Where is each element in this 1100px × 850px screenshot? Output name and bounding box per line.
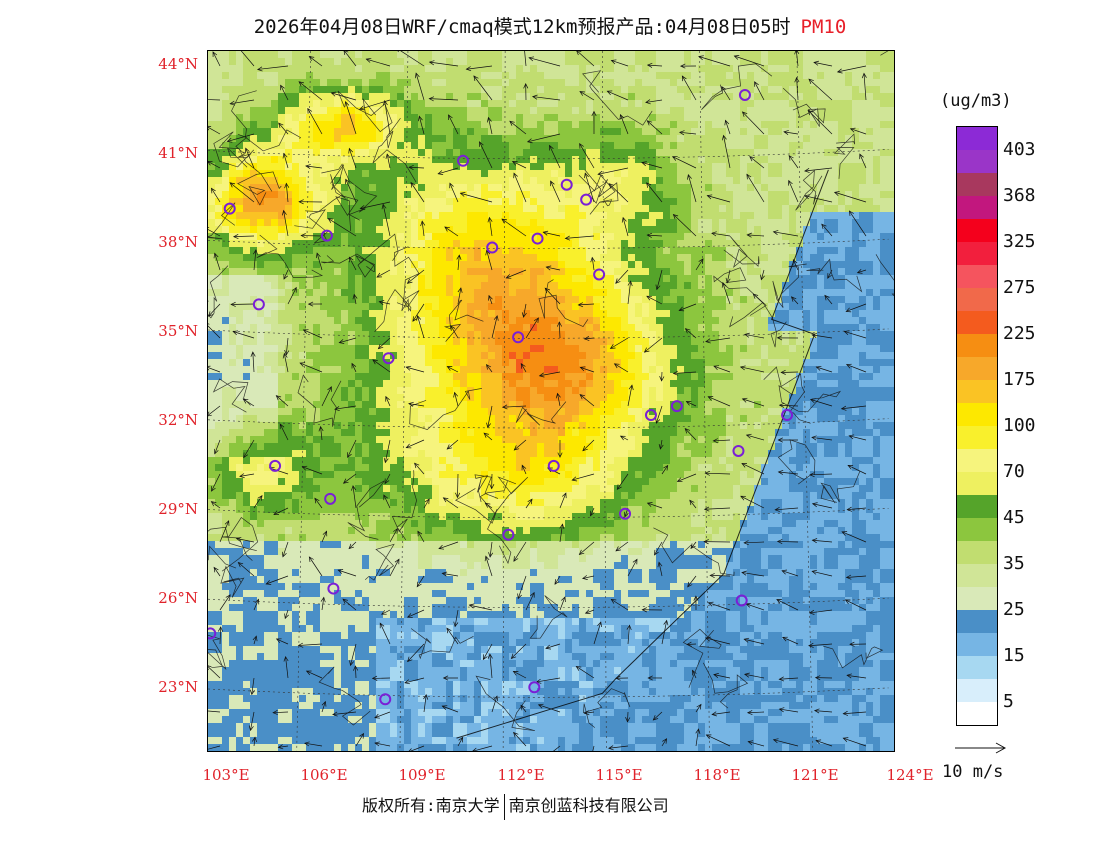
legend-swatch: [957, 219, 997, 242]
lat-label-23: 23°N: [158, 678, 198, 696]
company-text: 南京创蓝科技有限公司: [508, 796, 669, 815]
station-marker[interactable]: [252, 298, 265, 311]
station-marker[interactable]: [223, 202, 236, 215]
legend-swatch: [957, 403, 997, 426]
lat-label-44: 44°N: [158, 55, 198, 73]
legend-level-label: 5: [1003, 691, 1014, 712]
station-marker[interactable]: [560, 178, 573, 191]
color-legend: [956, 126, 998, 726]
station-marker[interactable]: [781, 409, 794, 422]
legend-swatch: [957, 311, 997, 334]
station-marker[interactable]: [593, 268, 606, 281]
lon-label-118: 118°E: [693, 766, 741, 784]
station-marker[interactable]: [547, 459, 560, 472]
legend-level-label: 403: [1003, 139, 1036, 160]
title-text: 2026年04月08日WRF/cmaq模式12km预报产品:04月08日05时: [253, 16, 791, 38]
lon-label-112: 112°E: [497, 766, 545, 784]
legend-swatch: [957, 357, 997, 380]
station-marker[interactable]: [735, 594, 748, 607]
station-marker[interactable]: [320, 229, 333, 242]
legend-level-label: 368: [1003, 185, 1036, 206]
copyright-text: 版权所有:南京大学: [362, 796, 500, 815]
legend-swatch: [957, 127, 997, 150]
copyright-footer: 版权所有:南京大学 南京创蓝科技有限公司: [362, 792, 669, 820]
station-marker[interactable]: [486, 241, 499, 254]
legend-level-label: 35: [1003, 553, 1025, 574]
legend-swatch: [957, 633, 997, 656]
lon-label-115: 115°E: [595, 766, 643, 784]
legend-level-label: 175: [1003, 369, 1036, 390]
legend-swatch: [957, 242, 997, 265]
legend-swatch: [957, 265, 997, 288]
wind-scale-label: 10 m/s: [942, 762, 1004, 782]
legend-swatch: [957, 449, 997, 472]
legend-unit: (ug/m3): [940, 91, 1012, 111]
lat-label-35: 35°N: [158, 322, 198, 340]
station-marker[interactable]: [269, 459, 282, 472]
legend-level-label: 275: [1003, 277, 1036, 298]
lon-label-121: 121°E: [791, 766, 839, 784]
legend-swatch: [957, 702, 997, 725]
lon-label-106: 106°E: [300, 766, 348, 784]
station-marker[interactable]: [512, 331, 525, 344]
legend-level-label: 25: [1003, 599, 1025, 620]
station-marker[interactable]: [382, 352, 395, 365]
concentration-layer: [208, 51, 894, 751]
legend-swatch: [957, 564, 997, 587]
legend-swatch: [957, 656, 997, 679]
legend-swatch: [957, 150, 997, 173]
lat-label-41: 41°N: [158, 144, 198, 162]
station-marker[interactable]: [208, 627, 217, 640]
station-marker[interactable]: [457, 154, 470, 167]
lon-label-109: 109°E: [398, 766, 446, 784]
legend-swatch: [957, 518, 997, 541]
legend-swatch: [957, 173, 997, 196]
footer-divider: [503, 793, 505, 820]
legend-swatch: [957, 334, 997, 357]
station-marker[interactable]: [644, 409, 657, 422]
forecast-map[interactable]: [207, 50, 895, 752]
legend-swatch: [957, 472, 997, 495]
legend-swatch: [957, 587, 997, 610]
lon-label-124: 124°E: [886, 766, 934, 784]
lon-label-103: 103°E: [202, 766, 250, 784]
wind-vectors: [208, 51, 867, 751]
station-marker[interactable]: [327, 582, 340, 595]
lat-label-38: 38°N: [158, 233, 198, 251]
station-marker[interactable]: [670, 400, 683, 413]
legend-level-label: 70: [1003, 461, 1025, 482]
legend-swatch: [957, 495, 997, 518]
station-marker[interactable]: [732, 444, 745, 457]
station-marker[interactable]: [580, 193, 593, 206]
lat-label-32: 32°N: [158, 411, 198, 429]
station-marker[interactable]: [502, 528, 515, 541]
station-marker[interactable]: [528, 681, 541, 694]
lat-label-29: 29°N: [158, 500, 198, 518]
station-marker[interactable]: [738, 88, 751, 101]
lat-label-26: 26°N: [158, 589, 198, 607]
pm10-concentration-field: [208, 51, 894, 751]
station-marker[interactable]: [324, 492, 337, 505]
legend-swatch: [957, 288, 997, 311]
legend-level-label: 45: [1003, 507, 1025, 528]
legend-level-label: 100: [1003, 415, 1036, 436]
station-marker[interactable]: [531, 232, 544, 245]
legend-level-label: 225: [1003, 323, 1036, 344]
legend-level-label: 325: [1003, 231, 1036, 252]
legend-swatch: [957, 196, 997, 219]
city-stations: [208, 88, 794, 706]
map-title: 2026年04月08日WRF/cmaq模式12km预报产品:04月08日05时 P…: [0, 12, 1100, 39]
legend-swatch: [957, 679, 997, 702]
pollutant-label: PM10: [800, 16, 847, 38]
legend-swatch: [957, 426, 997, 449]
legend-level-label: 15: [1003, 645, 1025, 666]
legend-swatch: [957, 380, 997, 403]
station-marker[interactable]: [379, 693, 392, 706]
legend-swatch: [957, 610, 997, 633]
wind-reference-arrow: [955, 742, 1007, 754]
legend-swatch: [957, 541, 997, 564]
station-marker[interactable]: [619, 507, 632, 520]
